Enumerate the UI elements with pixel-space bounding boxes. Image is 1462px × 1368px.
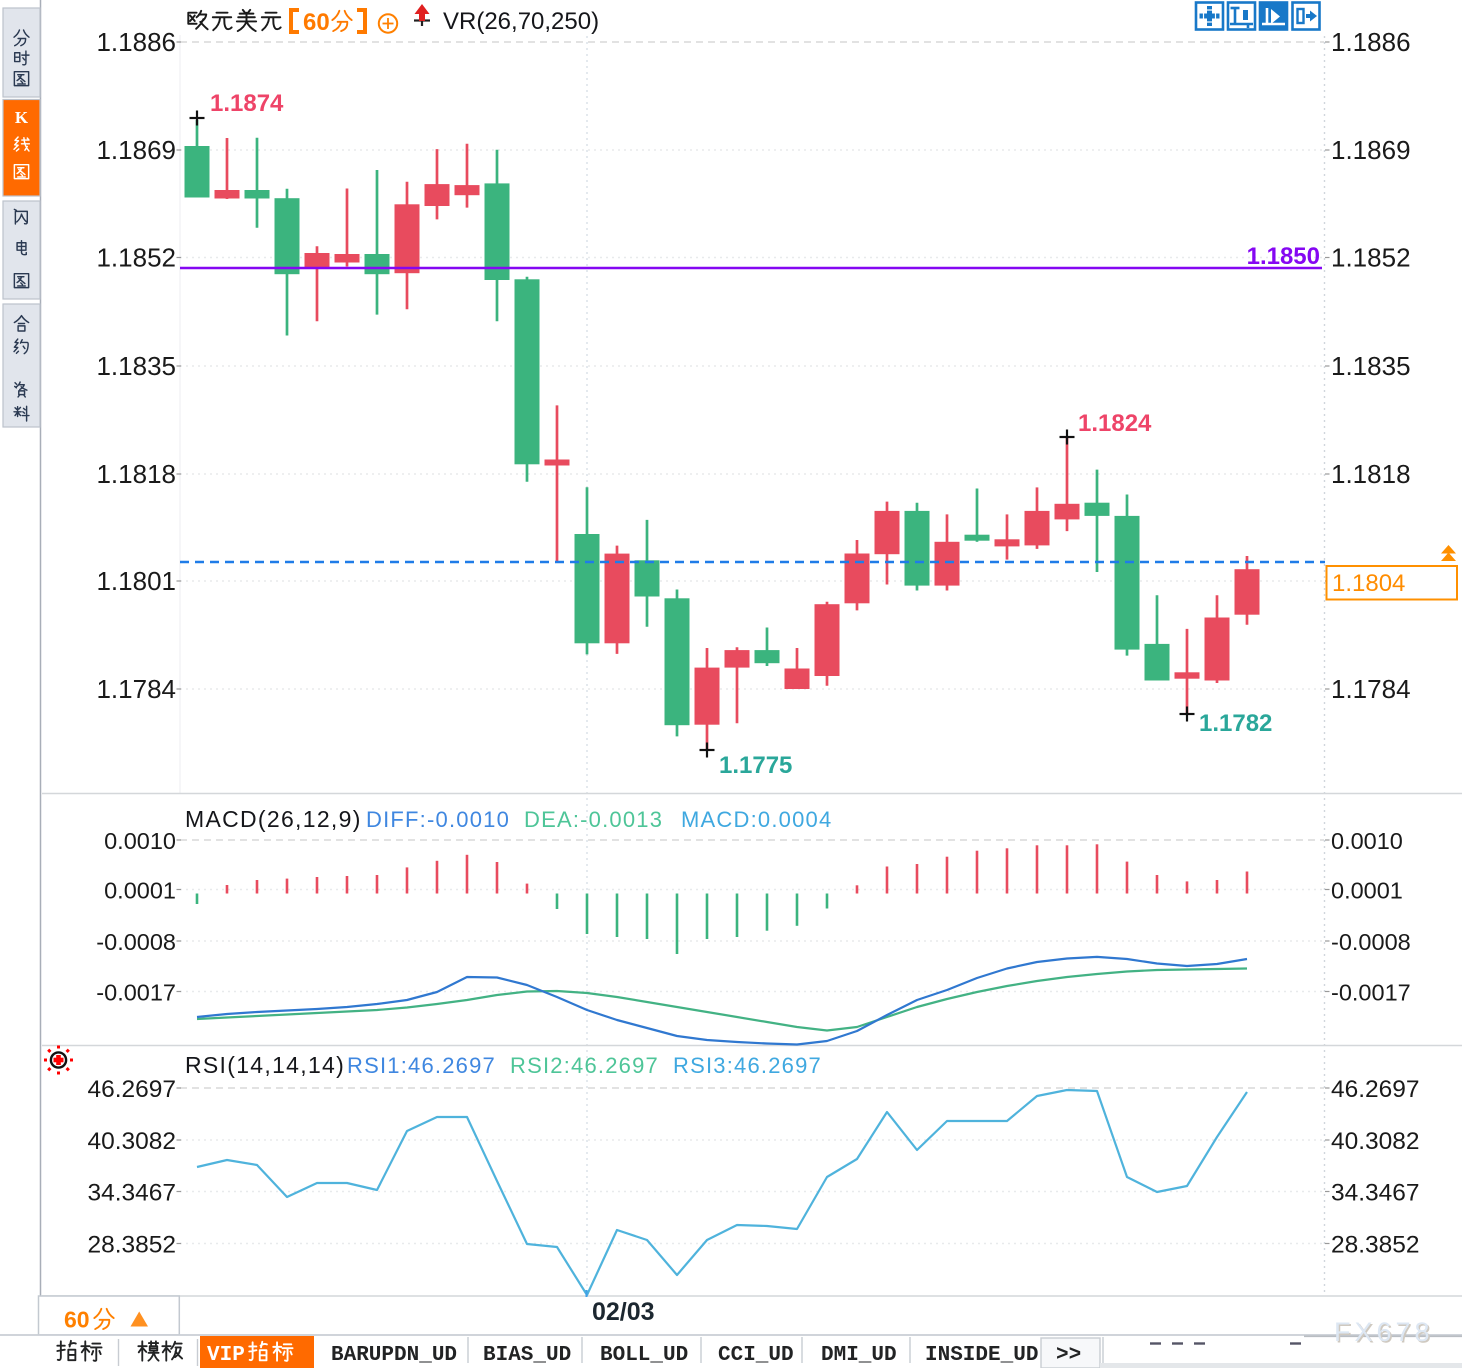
svg-text:-0.0008: -0.0008 [96,929,176,955]
svg-text:DIFF:-0.0010: DIFF:-0.0010 [366,807,510,832]
svg-text:DMI_UD: DMI_UD [821,1344,897,1367]
svg-text:28.3852: 28.3852 [1331,1232,1420,1259]
svg-text:VIP: VIP [207,1344,245,1367]
svg-text:1.1852: 1.1852 [1331,243,1411,273]
svg-text:BIAS_UD: BIAS_UD [483,1344,571,1367]
svg-text:46.2697: 46.2697 [87,1076,176,1103]
svg-text:1.1874: 1.1874 [210,90,284,117]
svg-text:1.1784: 1.1784 [96,674,176,704]
svg-text:0.0010: 0.0010 [104,828,176,854]
svg-text:0.0001: 0.0001 [1331,878,1403,904]
svg-text:RSI1:46.2697: RSI1:46.2697 [347,1053,496,1078]
svg-text:46.2697: 46.2697 [1331,1076,1420,1103]
svg-text:1.1869: 1.1869 [96,135,176,165]
svg-text:1.1818: 1.1818 [1331,459,1411,489]
svg-text:MACD:0.0004: MACD:0.0004 [681,807,832,832]
svg-text:VR(26,70,250): VR(26,70,250) [443,8,599,35]
svg-text:1.1804: 1.1804 [1332,570,1405,597]
svg-text:1.1835: 1.1835 [96,351,176,381]
svg-text:RSI(14,14,14): RSI(14,14,14) [185,1052,345,1078]
svg-text:FX678: FX678 [1334,1317,1434,1347]
svg-text:-0.0008: -0.0008 [1331,929,1411,955]
svg-text:1.1801: 1.1801 [96,566,176,596]
svg-text:BOLL_UD: BOLL_UD [600,1344,688,1367]
svg-text:1.1818: 1.1818 [96,459,176,489]
svg-text:-0.0017: -0.0017 [96,980,176,1006]
svg-text:FX678: FX678 [1336,1319,1436,1349]
svg-text:1.1869: 1.1869 [1331,135,1411,165]
svg-text:1.1784: 1.1784 [1331,674,1411,704]
svg-text:1.1775: 1.1775 [719,752,792,779]
svg-text:-0.0017: -0.0017 [1331,980,1411,1006]
svg-text:34.3467: 34.3467 [1331,1180,1420,1207]
svg-text:60: 60 [303,9,330,36]
svg-text:DEA:-0.0013: DEA:-0.0013 [524,807,663,832]
svg-text:40.3082: 40.3082 [1331,1128,1420,1155]
svg-text:1.1886: 1.1886 [96,27,176,57]
svg-text:INSIDE_UD: INSIDE_UD [925,1344,1038,1367]
svg-text:K: K [15,108,29,127]
svg-text:02/03: 02/03 [592,1298,655,1326]
svg-text:1.1835: 1.1835 [1331,351,1411,381]
svg-text:1.1886: 1.1886 [1331,27,1411,57]
svg-text:1.1850: 1.1850 [1247,243,1320,270]
svg-text:1.1852: 1.1852 [96,243,176,273]
svg-text:0.0001: 0.0001 [104,878,176,904]
svg-text:28.3852: 28.3852 [87,1232,176,1259]
svg-text:1.1824: 1.1824 [1078,410,1152,437]
svg-text:60: 60 [64,1307,90,1333]
svg-text:CCI_UD: CCI_UD [718,1344,794,1367]
svg-text:1.1782: 1.1782 [1199,710,1272,737]
svg-text:0.0010: 0.0010 [1331,828,1403,854]
svg-text:>>: >> [1056,1344,1081,1367]
svg-text:RSI3:46.2697: RSI3:46.2697 [673,1053,822,1078]
svg-text:34.3467: 34.3467 [87,1180,176,1207]
svg-text:MACD(26,12,9): MACD(26,12,9) [185,806,362,832]
svg-text:40.3082: 40.3082 [87,1128,176,1155]
svg-text:BARUPDN_UD: BARUPDN_UD [331,1344,457,1367]
svg-text:RSI2:46.2697: RSI2:46.2697 [510,1053,659,1078]
